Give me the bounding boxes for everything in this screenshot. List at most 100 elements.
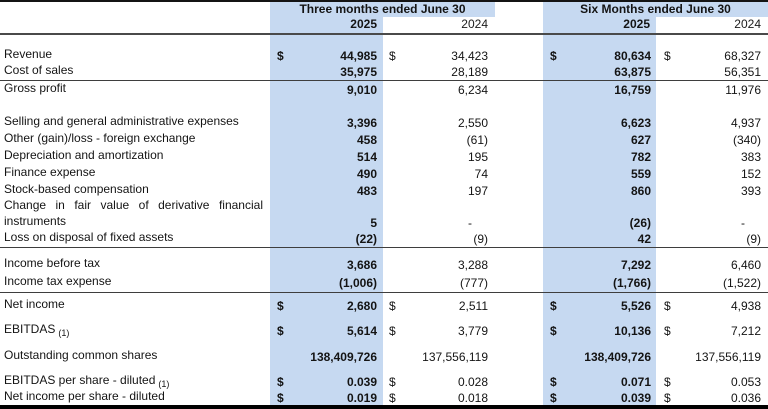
cell-three-months-2024: $0.028 (383, 373, 495, 390)
year-header-6mo-2025: 2025 (543, 17, 656, 33)
cell-value: 11,976 (725, 82, 761, 97)
cell-value: 44,985 (340, 48, 377, 63)
cell-six-months-2024 (656, 365, 768, 373)
cell-three-months-2024: 6,234 (383, 81, 495, 98)
cell-value: 0.019 (346, 390, 377, 405)
column-gap (495, 248, 543, 256)
cell-three-months-2025: 5 (270, 215, 383, 231)
row-label-text: Outstanding common shares (4, 347, 158, 362)
cell-six-months-2025 (543, 365, 656, 373)
cell-value: 0.036 (730, 390, 761, 405)
cell-value: 6,460 (730, 257, 761, 272)
cell-value: (9) (746, 232, 761, 246)
cell-value: 5,526 (620, 298, 651, 313)
cell-six-months-2024: 4,937 (656, 114, 768, 131)
cell-three-months-2024: 3,288 (383, 256, 495, 273)
cell-value: 42 (637, 232, 651, 246)
cell-value: 2,511 (458, 298, 488, 313)
cell-six-months-2025: (1,766) (543, 273, 656, 292)
cell-three-months-2025: $0.039 (270, 373, 383, 390)
cell-three-months-2024: 74 (383, 165, 495, 182)
table-row: Net income $2,680 $2,511 $5,526 $4,938 (0, 297, 768, 314)
dollar-sign: $ (550, 323, 557, 338)
cell-value: 197 (467, 183, 488, 198)
cell-three-months-2025 (270, 199, 383, 215)
group-gap (495, 17, 543, 33)
cell-value: 3,686 (346, 257, 377, 272)
cell-three-months-2024 (383, 339, 495, 348)
cell-value: - (741, 216, 745, 230)
table-row (0, 314, 768, 322)
cell-six-months-2025: (26) (543, 215, 656, 231)
cell-six-months-2025: 42 (543, 231, 656, 247)
dollar-sign: $ (277, 323, 284, 338)
table-row: Depreciation and amortization 514 195 78… (0, 148, 768, 165)
cell-three-months-2024: $2,511 (383, 297, 495, 314)
cell-value: 9,010 (346, 82, 377, 97)
row-label-text: Other (gain)/loss - foreign exchange (4, 130, 196, 145)
cell-value: 63,875 (614, 65, 651, 79)
cell-three-months-2025: 35,975 (270, 64, 383, 80)
table-row: Loss on disposal of fixed assets (22) (9… (0, 230, 768, 248)
cell-six-months-2024: - (656, 215, 768, 231)
table-row: EBITDAS per share - diluted (1) $0.039 $0… (0, 373, 768, 390)
dollar-sign: $ (664, 298, 671, 313)
cell-three-months-2025: 490 (270, 165, 383, 182)
cell-six-months-2024: $7,212 (656, 322, 768, 339)
dollar-sign: $ (664, 48, 671, 63)
cell-value: 3,396 (346, 115, 377, 130)
dollar-sign: $ (550, 48, 557, 63)
header-label-spacer (0, 17, 270, 33)
table-row (0, 35, 768, 47)
cell-value: 0.039 (620, 390, 651, 405)
cell-three-months-2025: 9,010 (270, 81, 383, 98)
cell-value: 34,423 (451, 48, 488, 63)
cell-three-months-2024: $3,779 (383, 322, 495, 339)
row-label: Other (gain)/loss - foreign exchange (0, 130, 270, 148)
column-gap (495, 348, 543, 365)
table-row: Stock-based compensation 483 197 860 393 (0, 182, 768, 199)
cell-value: (22) (355, 232, 377, 246)
cell-value: 0.018 (457, 390, 488, 405)
row-label-text: Stock-based compensation (4, 181, 149, 196)
row-label-text: EBITDAS (4, 321, 56, 336)
cell-three-months-2025 (270, 293, 383, 297)
table-row: Outstanding common shares 138,409,726 13… (0, 348, 768, 365)
cell-six-months-2025 (543, 35, 656, 47)
footnote-subscript: (1) (158, 379, 170, 390)
year-header-3mo-2025: 2025 (270, 17, 383, 33)
row-label: instruments (0, 214, 270, 231)
table-row (0, 339, 768, 348)
cell-six-months-2024: 393 (656, 182, 768, 199)
row-label: EBITDAS per share - diluted (1) (0, 372, 270, 390)
column-gap (495, 273, 543, 292)
cell-six-months-2024: 11,976 (656, 81, 768, 98)
cell-three-months-2025: $2,680 (270, 297, 383, 314)
column-gap (495, 365, 543, 373)
cell-value: 782 (630, 149, 651, 164)
cell-value: (61) (466, 132, 488, 147)
cell-value: (1,766) (612, 275, 651, 290)
row-label: Stock-based compensation (0, 181, 270, 199)
table-row: Selling and general administrative expen… (0, 114, 768, 131)
table-row: EBITDAS (1) $5,614 $3,779 $10,136 $7,212 (0, 322, 768, 339)
cell-three-months-2024: (777) (383, 273, 495, 292)
cell-three-months-2024 (383, 35, 495, 47)
cell-value: 80,634 (614, 48, 651, 63)
row-label: Selling and general administrative expen… (0, 114, 270, 131)
cell-three-months-2024: $34,423 (383, 47, 495, 64)
row-label-text: EBITDAS per share - diluted (4, 372, 156, 387)
cell-value: (1,522) (722, 275, 761, 290)
cell-value: 514 (356, 149, 377, 164)
cell-three-months-2025 (270, 248, 383, 256)
cell-value: 5,614 (346, 323, 377, 338)
cell-three-months-2025: 483 (270, 182, 383, 199)
column-gap (495, 199, 543, 215)
cell-value: 138,409,726 (310, 349, 377, 364)
dollar-sign: $ (277, 298, 284, 313)
table-row: Income before tax 3,686 3,288 7,292 6,46… (0, 256, 768, 273)
cell-six-months-2025: 559 (543, 165, 656, 182)
cell-six-months-2025: 138,409,726 (543, 348, 656, 365)
column-gap (495, 314, 543, 322)
cell-six-months-2024 (656, 248, 768, 256)
